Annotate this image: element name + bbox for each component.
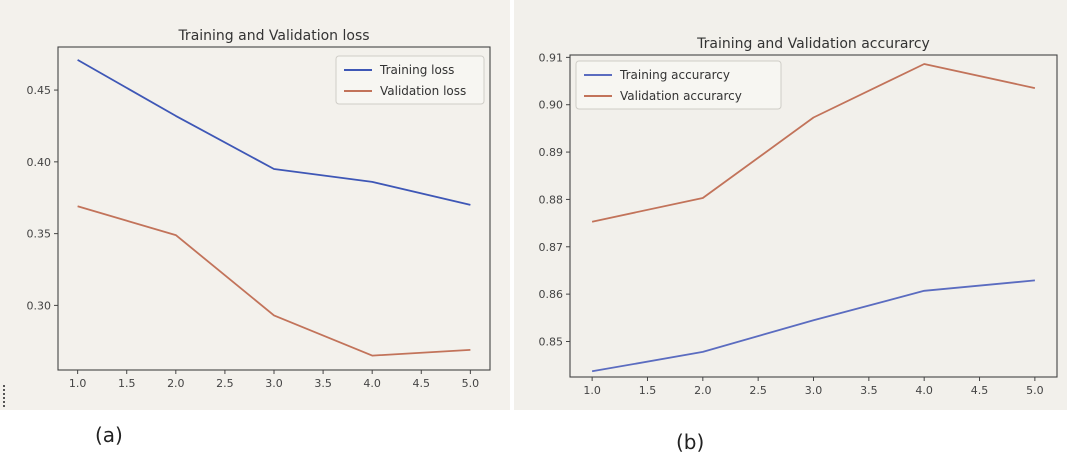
series-line-validation: [77, 205, 471, 357]
x-tick-label: 3.5: [860, 384, 878, 397]
x-tick-label: 5.0: [462, 377, 480, 390]
y-tick-label: 0.40: [27, 156, 52, 169]
x-tick-label: 5.0: [1026, 384, 1044, 397]
x-tick-label: 1.0: [583, 384, 601, 397]
x-tick-label: 4.5: [413, 377, 431, 390]
x-tick-label: 1.0: [69, 377, 87, 390]
y-tick-label: 0.45: [27, 84, 52, 97]
caption-b: (b): [676, 430, 705, 454]
x-tick-label: 3.5: [314, 377, 332, 390]
caption-a: (a): [95, 423, 123, 447]
y-tick-label: 0.88: [539, 193, 564, 206]
legend-label: Training loss: [379, 63, 454, 77]
legend-label: Validation loss: [380, 84, 466, 98]
x-tick-label: 2.0: [167, 377, 185, 390]
dotted-edge-mark: [3, 385, 7, 407]
legend-label: Validation accurarcy: [620, 89, 742, 103]
series-line-training: [77, 59, 471, 206]
x-tick-label: 1.5: [639, 384, 657, 397]
series-line-validation: [591, 63, 1036, 223]
x-tick-label: 4.0: [363, 377, 381, 390]
x-tick-label: 3.0: [805, 384, 823, 397]
y-tick-label: 0.91: [539, 51, 564, 64]
y-tick-label: 0.87: [539, 241, 564, 254]
x-tick-label: 4.0: [915, 384, 933, 397]
x-tick-label: 1.5: [118, 377, 136, 390]
legend-box-1: [335, 55, 485, 105]
y-tick-label: 0.86: [539, 288, 564, 301]
y-tick-label: 0.35: [27, 228, 52, 241]
x-tick-label: 2.5: [216, 377, 234, 390]
y-tick-label: 0.90: [539, 99, 564, 112]
x-tick-label: 4.5: [971, 384, 989, 397]
y-tick-label: 0.85: [539, 335, 564, 348]
chart-title-1: Training and Validation loss: [177, 28, 369, 44]
legend-label: Training accurarcy: [619, 68, 730, 82]
x-tick-label: 2.5: [749, 384, 767, 397]
y-tick-label: 0.30: [27, 299, 52, 312]
legend-box-2: [575, 60, 782, 110]
series-line-training: [591, 279, 1035, 373]
chart-title-2: Training and Validation accurarcy: [696, 36, 930, 52]
x-tick-label: 2.0: [694, 384, 712, 397]
x-tick-label: 3.0: [265, 377, 283, 390]
y-tick-label: 0.89: [539, 146, 564, 159]
